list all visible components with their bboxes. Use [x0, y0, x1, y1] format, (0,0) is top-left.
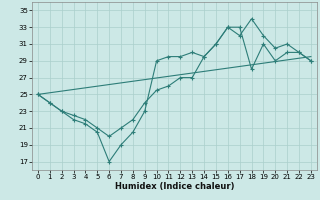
X-axis label: Humidex (Indice chaleur): Humidex (Indice chaleur): [115, 182, 234, 191]
